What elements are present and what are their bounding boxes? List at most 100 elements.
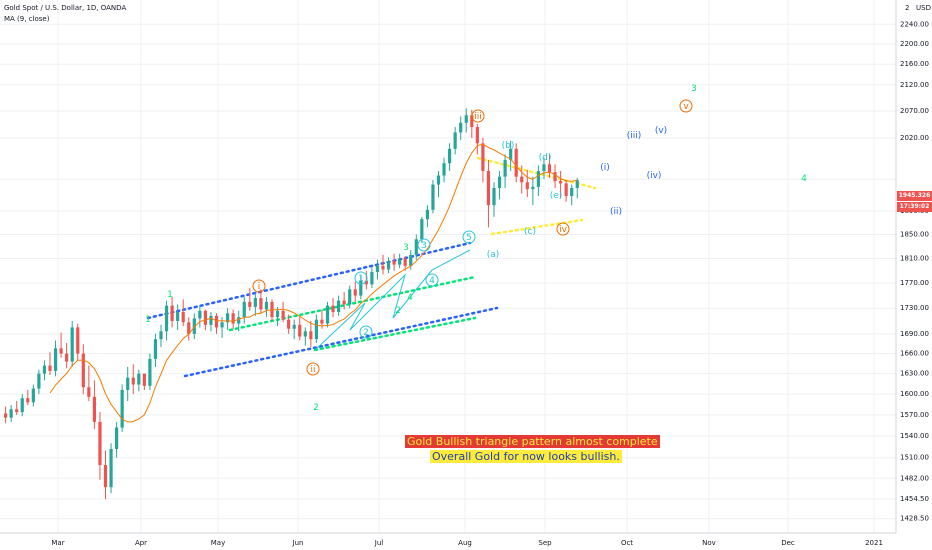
candle-body — [192, 318, 196, 334]
time-tick-label: Jul — [374, 539, 384, 547]
wave-label-ring — [306, 362, 320, 376]
wave-label: i — [258, 282, 261, 292]
candle-body — [15, 409, 19, 413]
candle-body — [442, 163, 446, 176]
wave-label-ring — [462, 230, 476, 244]
candle-body — [248, 301, 252, 307]
candle-body — [559, 181, 563, 184]
time-tick-label: Apr — [135, 539, 147, 547]
wave-label: 4 — [429, 276, 435, 286]
wave-label-ring — [354, 271, 368, 285]
candle-body — [364, 280, 368, 285]
candle-body — [214, 315, 219, 328]
candle-body — [264, 301, 269, 310]
candle-body — [20, 398, 24, 413]
red-note: Gold Bullish triangle pattern almost com… — [405, 435, 660, 448]
time-tick-label: Sep — [538, 539, 552, 547]
candle-body — [403, 258, 407, 266]
price-tick-label: 1570.00 — [900, 411, 929, 419]
candle-body — [164, 305, 169, 332]
candle-body — [481, 143, 485, 172]
wave-label: (a) — [487, 250, 500, 260]
price-tick-label: 1630.00 — [900, 370, 929, 378]
candle-body — [531, 186, 535, 190]
candle-body — [436, 175, 441, 185]
candle-body — [536, 171, 540, 187]
wave-label-ring — [425, 273, 439, 287]
wave-label: 1 — [167, 290, 173, 300]
candle-body — [298, 324, 302, 337]
time-axis[interactable]: Mar Apr May Jun Jul Aug Sep Oct Nov Dec 2021 — [0, 532, 896, 547]
candle-body — [353, 289, 357, 296]
price-tick-label: 2200.00 — [900, 40, 929, 48]
candle-body — [203, 310, 207, 325]
candle-body — [103, 464, 108, 488]
candle-body — [92, 396, 96, 422]
candle-body — [475, 127, 479, 144]
candle-body — [470, 115, 474, 128]
candle-body — [547, 164, 552, 173]
time-tick-label: 2021 — [865, 539, 883, 547]
candle-body — [370, 271, 374, 285]
candle-body — [76, 327, 80, 354]
candle-body — [148, 358, 152, 386]
candle-body — [398, 258, 402, 265]
symbol-title[interactable]: Gold Spot / U.S. Dollar, 1D, OANDA — [4, 4, 127, 12]
chart-grid — [0, 0, 896, 533]
candle-body — [253, 298, 257, 307]
wave-label: 2 — [313, 403, 319, 413]
wave-label: iii — [474, 112, 482, 122]
trendlines — [146, 156, 597, 378]
price-tick-label: 1660.00 — [900, 350, 929, 358]
wave-label: (i) — [600, 163, 610, 173]
scale-top-fragment: 2 — [905, 4, 910, 12]
candle-body — [98, 421, 102, 465]
candle-body — [59, 348, 63, 354]
wave-label: 2 — [363, 328, 369, 338]
candle-body — [420, 219, 424, 240]
price-tick-label: 1730.00 — [900, 304, 929, 312]
price-axis[interactable]: 1428.50 1454.50 1482.00 1510.00 1540.00 1570.… — [895, 0, 929, 533]
wave-label: 1 — [145, 315, 151, 325]
currency-label[interactable]: USD — [916, 4, 931, 12]
candle-body — [492, 187, 496, 206]
wave-label-ring — [679, 99, 693, 113]
price-tick-label: 1690.00 — [900, 330, 929, 338]
indicator-title[interactable]: MA (9, close) — [4, 15, 50, 23]
candle-body — [31, 388, 35, 403]
price-tick-label: 1770.00 — [900, 279, 929, 287]
price-tick-label: 2070.00 — [900, 107, 929, 115]
candle-body — [331, 305, 335, 313]
candle-body — [209, 315, 213, 325]
candle-body — [464, 115, 468, 123]
ma-line — [49, 143, 578, 423]
candle-body — [131, 377, 135, 385]
candle-body — [81, 353, 85, 388]
candle-body — [176, 312, 180, 321]
price-tick-label: 1600.00 — [900, 390, 929, 398]
price-tick-label: 2020.00 — [900, 134, 929, 142]
candle-body — [542, 164, 546, 172]
triangle-lower-line — [490, 218, 584, 236]
candle-body — [37, 373, 41, 389]
time-tick-label: Oct — [621, 539, 633, 547]
wave-label-ring — [471, 109, 485, 123]
candle-body — [425, 209, 429, 220]
candle-body — [392, 260, 396, 265]
wave-label: 3 — [403, 243, 409, 253]
candle-body — [237, 317, 241, 324]
wave-labels: 12343421(i)(ii)(iii)(iv)(v)(a)(b)(c)(d)(… — [145, 84, 807, 413]
candle-body — [325, 305, 330, 324]
candle-body — [48, 365, 52, 371]
price-tick-label: 1510.00 — [900, 454, 929, 462]
wave-label: 4 — [407, 293, 413, 303]
time-tick-label: Aug — [458, 539, 472, 547]
wave-label-ring — [252, 279, 266, 293]
candle-body — [359, 280, 363, 296]
last-price-badge: 1945.326 — [897, 191, 932, 201]
countdown-badge: 17:39:02 — [897, 202, 932, 212]
candle-body — [414, 239, 418, 255]
wave-label-ring — [417, 238, 431, 252]
candle-body — [342, 300, 346, 305]
